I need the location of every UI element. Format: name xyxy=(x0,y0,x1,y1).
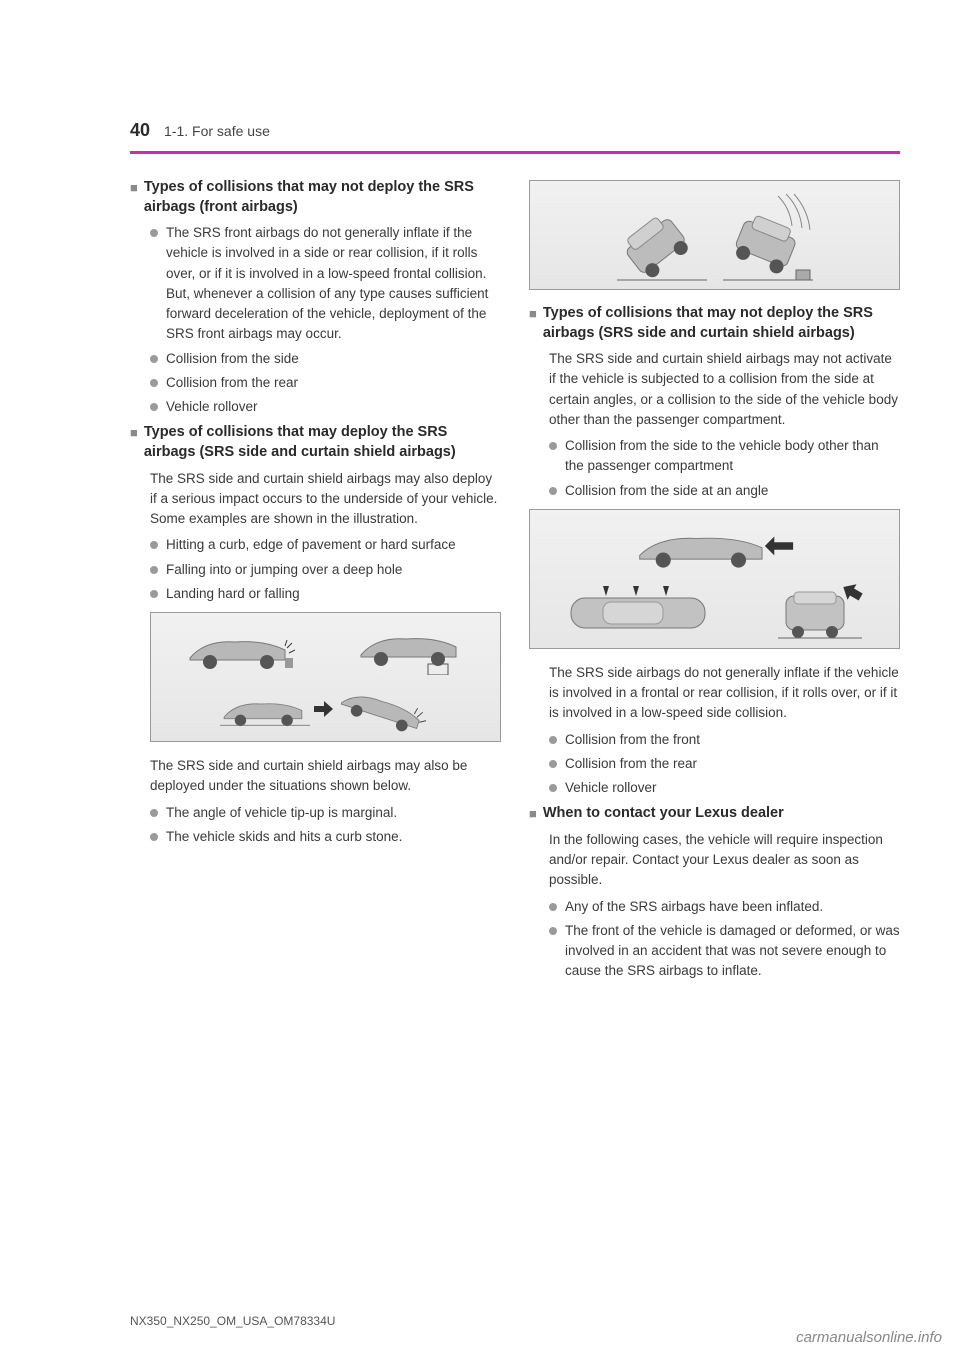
bullet-text: Collision from the side at an angle xyxy=(565,481,900,501)
bullet-text: The vehicle skids and hits a curb stone. xyxy=(166,827,501,847)
bullet-dot-icon xyxy=(150,833,158,841)
heading-text: Types of collisions that may not deploy … xyxy=(543,304,900,343)
bullet-text: Vehicle rollover xyxy=(166,397,501,417)
bullet-item: Collision from the front xyxy=(549,730,900,750)
right-column: ■ Types of collisions that may not deplo… xyxy=(529,172,900,986)
page-number: 40 xyxy=(130,120,150,141)
bullet-dot-icon xyxy=(549,736,557,744)
header-divider xyxy=(130,151,900,154)
bullet-item: Hitting a curb, edge of pavement or hard… xyxy=(150,535,501,555)
illustration-tipup-curb xyxy=(529,180,900,290)
bullet-text: The front of the vehicle is damaged or d… xyxy=(565,921,900,982)
paragraph: The SRS side and curtain shield airbags … xyxy=(150,469,501,530)
bullet-dot-icon xyxy=(549,903,557,911)
section-heading: ■ Types of collisions that may not deplo… xyxy=(130,178,501,217)
bullet-item: Collision from the side to the vehicle b… xyxy=(549,436,900,477)
paragraph: The SRS side airbags do not generally in… xyxy=(549,663,900,724)
heading-text: Types of collisions that may not deploy … xyxy=(144,178,501,217)
bullet-text: Landing hard or falling xyxy=(166,584,501,604)
bullet-dot-icon xyxy=(549,487,557,495)
bullet-item: The angle of vehicle tip-up is marginal. xyxy=(150,803,501,823)
bullet-item: Collision from the side xyxy=(150,349,501,369)
car-tipup-rear-icon xyxy=(612,190,712,280)
paragraph: The SRS side and curtain shield airbags … xyxy=(549,349,900,430)
bullet-item: Falling into or jumping over a deep hole xyxy=(150,560,501,580)
watermark: carmanualsonline.info xyxy=(796,1329,942,1346)
bullet-dot-icon xyxy=(150,355,158,363)
bullet-item: Any of the SRS airbags have been inflate… xyxy=(549,897,900,917)
bullet-dot-icon xyxy=(150,566,158,574)
left-column: ■ Types of collisions that may not deplo… xyxy=(130,172,501,986)
bullet-text: Collision from the rear xyxy=(166,373,501,393)
square-bullet-icon: ■ xyxy=(529,804,537,824)
bullet-dot-icon xyxy=(549,784,557,792)
section-heading: ■ When to contact your Lexus dealer xyxy=(529,804,900,824)
bullet-dot-icon xyxy=(150,541,158,549)
illustration-underside-impacts xyxy=(150,612,501,742)
bullet-item: The front of the vehicle is damaged or d… xyxy=(549,921,900,982)
bullet-text: Collision from the side to the vehicle b… xyxy=(565,436,900,477)
bullet-item: The vehicle skids and hits a curb stone. xyxy=(150,827,501,847)
heading-text: Types of collisions that may deploy the … xyxy=(144,423,501,462)
square-bullet-icon: ■ xyxy=(529,304,537,324)
bullet-dot-icon xyxy=(150,379,158,387)
manual-page: 40 1-1. For safe use ■ Types of collisio… xyxy=(0,0,960,1026)
car-landing-hard-icon xyxy=(336,684,431,734)
bullet-item: Collision from the rear xyxy=(150,373,501,393)
bullet-item: Vehicle rollover xyxy=(150,397,501,417)
bullet-text: Any of the SRS airbags have been inflate… xyxy=(565,897,900,917)
bullet-text: Collision from the side xyxy=(166,349,501,369)
two-column-layout: ■ Types of collisions that may not deplo… xyxy=(130,172,900,986)
bullet-dot-icon xyxy=(549,442,557,450)
illustration-side-collision xyxy=(529,509,900,649)
bullet-dot-icon xyxy=(150,590,158,598)
square-bullet-icon: ■ xyxy=(130,423,138,443)
section-heading: ■ Types of collisions that may deploy th… xyxy=(130,423,501,462)
arrow-right-icon xyxy=(312,698,334,720)
bullet-text: Vehicle rollover xyxy=(565,778,900,798)
paragraph: The SRS side and curtain shield airbags … xyxy=(150,756,501,797)
square-bullet-icon: ■ xyxy=(130,178,138,198)
bullet-dot-icon xyxy=(150,809,158,817)
bullet-dot-icon xyxy=(549,760,557,768)
car-hitting-curb-icon xyxy=(185,620,295,675)
bullet-item: Collision from the side at an angle xyxy=(549,481,900,501)
bullet-item: The SRS front airbags do not generally i… xyxy=(150,223,501,345)
bullet-item: Collision from the rear xyxy=(549,754,900,774)
car-over-hole-icon xyxy=(356,620,466,675)
bullet-text: Falling into or jumping over a deep hole xyxy=(166,560,501,580)
bullet-text: Collision from the rear xyxy=(565,754,900,774)
section-heading: ■ Types of collisions that may not deplo… xyxy=(529,304,900,343)
car-skid-curb-icon xyxy=(718,190,818,280)
footer-doc-id: NX350_NX250_OM_USA_OM78334U xyxy=(130,1314,335,1328)
car-side-rear-impact-icon xyxy=(635,518,795,573)
section-path: 1-1. For safe use xyxy=(164,123,270,139)
bullet-text: Hitting a curb, edge of pavement or hard… xyxy=(166,535,501,555)
bullet-item: Landing hard or falling xyxy=(150,584,501,604)
car-before-drop-icon xyxy=(220,686,310,731)
bullet-text: The angle of vehicle tip-up is marginal. xyxy=(166,803,501,823)
bullet-dot-icon xyxy=(549,927,557,935)
car-rear-angle-impact-icon xyxy=(772,582,867,640)
bullet-dot-icon xyxy=(150,229,158,237)
car-top-view-side-impact-icon xyxy=(563,584,713,639)
bullet-text: The SRS front airbags do not generally i… xyxy=(166,223,501,345)
bullet-dot-icon xyxy=(150,403,158,411)
page-header: 40 1-1. For safe use xyxy=(130,120,900,141)
bullet-text: Collision from the front xyxy=(565,730,900,750)
paragraph: In the following cases, the vehicle will… xyxy=(549,830,900,891)
bullet-item: Vehicle rollover xyxy=(549,778,900,798)
heading-text: When to contact your Lexus dealer xyxy=(543,804,784,824)
